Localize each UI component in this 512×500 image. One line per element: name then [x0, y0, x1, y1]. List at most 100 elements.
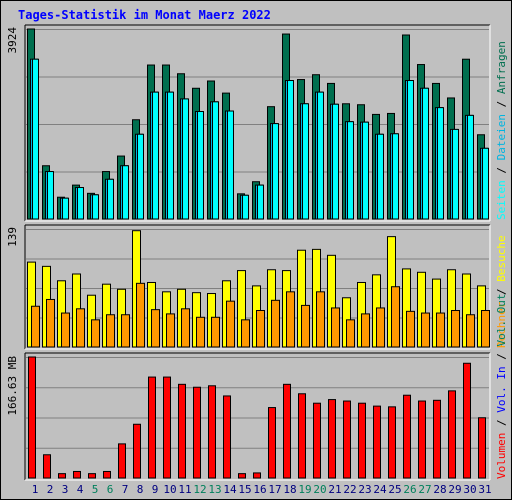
bar-volumen — [58, 473, 66, 479]
bar-volumen — [343, 400, 351, 479]
bar-seiten — [47, 171, 54, 220]
bar-rechner — [136, 282, 145, 348]
y-axis-max-label-panel-3: 166.63 MB — [6, 356, 19, 416]
x-axis-tick-label: 20 — [313, 483, 326, 496]
bar-seiten — [137, 133, 144, 220]
bar-rechner — [46, 298, 55, 348]
x-axis-tick-label: 13 — [208, 483, 221, 496]
bar-volumen — [433, 399, 441, 479]
bar-rechner — [166, 313, 175, 348]
bar-rechner — [391, 286, 400, 348]
x-axis-tick-label: 9 — [152, 483, 159, 496]
bar-rechner — [451, 309, 460, 348]
bar-volumen — [73, 470, 81, 479]
bar-volumen — [448, 390, 456, 479]
bar-volumen — [388, 406, 396, 479]
x-axis-tick-label: 16 — [253, 483, 266, 496]
bar-volumen — [313, 402, 321, 479]
bar-seiten — [347, 121, 354, 220]
x-axis-tick-label: 23 — [358, 483, 371, 496]
bar-volumen — [283, 383, 291, 479]
x-axis-tick-label: 8 — [137, 483, 144, 496]
bar-rechner — [316, 291, 325, 348]
bar-volumen — [43, 454, 51, 479]
legend-separator: / — [495, 347, 508, 367]
bar-seiten — [62, 197, 69, 220]
right-legend-panel-3: Volumen / Vol. In / Vol. Out — [495, 294, 508, 479]
bar-volumen — [178, 383, 186, 479]
right-legend-panel-1: Seiten / Dateien / Anfragen — [495, 41, 508, 220]
bar-volumen — [88, 473, 96, 479]
x-axis-tick-label: 10 — [163, 483, 176, 496]
bar-rechner — [61, 312, 70, 348]
legend-dateien: Dateien — [495, 114, 508, 160]
bar-seiten — [182, 98, 189, 220]
bar-rechner — [421, 312, 430, 348]
bar-rechner — [106, 314, 115, 348]
bar-rechner — [121, 314, 130, 348]
bar-seiten — [122, 165, 129, 220]
bar-rechner — [196, 316, 205, 348]
bar-volumen — [253, 472, 261, 479]
bar-rechner — [211, 316, 220, 348]
bar-rechner — [226, 300, 235, 348]
legend-volumen: Volumen — [495, 433, 508, 479]
bar-seiten — [257, 184, 264, 220]
bar-rechner — [376, 307, 385, 348]
x-axis-tick-label: 28 — [433, 483, 446, 496]
bar-rechner — [286, 291, 295, 348]
x-axis-tick-label: 17 — [268, 483, 281, 496]
bar-volumen — [238, 473, 246, 479]
x-axis-tick-label: 3 — [62, 483, 69, 496]
bar-seiten — [467, 114, 474, 220]
bar-rechner — [76, 308, 85, 348]
bar-seiten — [77, 187, 84, 220]
bar-rechner — [481, 309, 490, 348]
bar-seiten — [392, 133, 399, 220]
legend-rechner: Rechner — [495, 301, 508, 348]
bar-rechner — [346, 319, 355, 348]
bar-seiten — [92, 194, 99, 220]
bar-rechner — [406, 310, 415, 348]
bar-volumen — [463, 362, 471, 479]
x-axis-tick-label: 30 — [463, 483, 476, 496]
x-axis-tick-label: 24 — [373, 483, 387, 496]
legend-separator: / — [495, 160, 508, 180]
x-axis-tick-label: 22 — [343, 483, 356, 496]
x-axis-tick-label: 19 — [298, 483, 311, 496]
x-axis-tick-label: 18 — [283, 483, 296, 496]
bar-seiten — [272, 123, 279, 220]
x-axis-tick-label: 11 — [178, 483, 191, 496]
bar-volumen — [268, 407, 276, 479]
legend-vol-in: Vol. In — [495, 366, 508, 412]
x-axis-tick-label: 12 — [193, 483, 206, 496]
legend-vol-out: Vol. Out — [495, 294, 508, 347]
bar-rechner — [361, 313, 370, 348]
bar-rechner — [466, 314, 475, 348]
x-axis-tick-label: 4 — [77, 483, 84, 496]
bar-volumen — [328, 399, 336, 479]
bar-rechner — [241, 319, 250, 348]
bar-volumen — [298, 393, 306, 479]
bar-seiten — [107, 178, 114, 220]
bar-rechner — [181, 308, 190, 348]
bar-seiten — [32, 58, 39, 220]
bar-rechner — [151, 309, 160, 348]
bar-seiten — [437, 107, 444, 220]
bar-rechner — [91, 319, 100, 348]
bar-seiten — [287, 80, 294, 220]
bar-seiten — [362, 121, 369, 220]
x-axis-tick-label: 14 — [223, 483, 237, 496]
bar-rechner — [271, 299, 280, 348]
bar-seiten — [152, 91, 159, 220]
bar-seiten — [407, 80, 414, 220]
bar-volumen — [373, 405, 381, 479]
x-axis-tick-label: 1 — [32, 483, 39, 496]
legend-separator: / — [495, 94, 508, 114]
bar-seiten — [452, 128, 459, 220]
bar-volumen — [133, 423, 141, 479]
bar-volumen — [403, 394, 411, 479]
chart-title: Tages-Statistik im Monat Maerz 2022 — [18, 8, 271, 22]
bar-volumen — [118, 443, 126, 479]
